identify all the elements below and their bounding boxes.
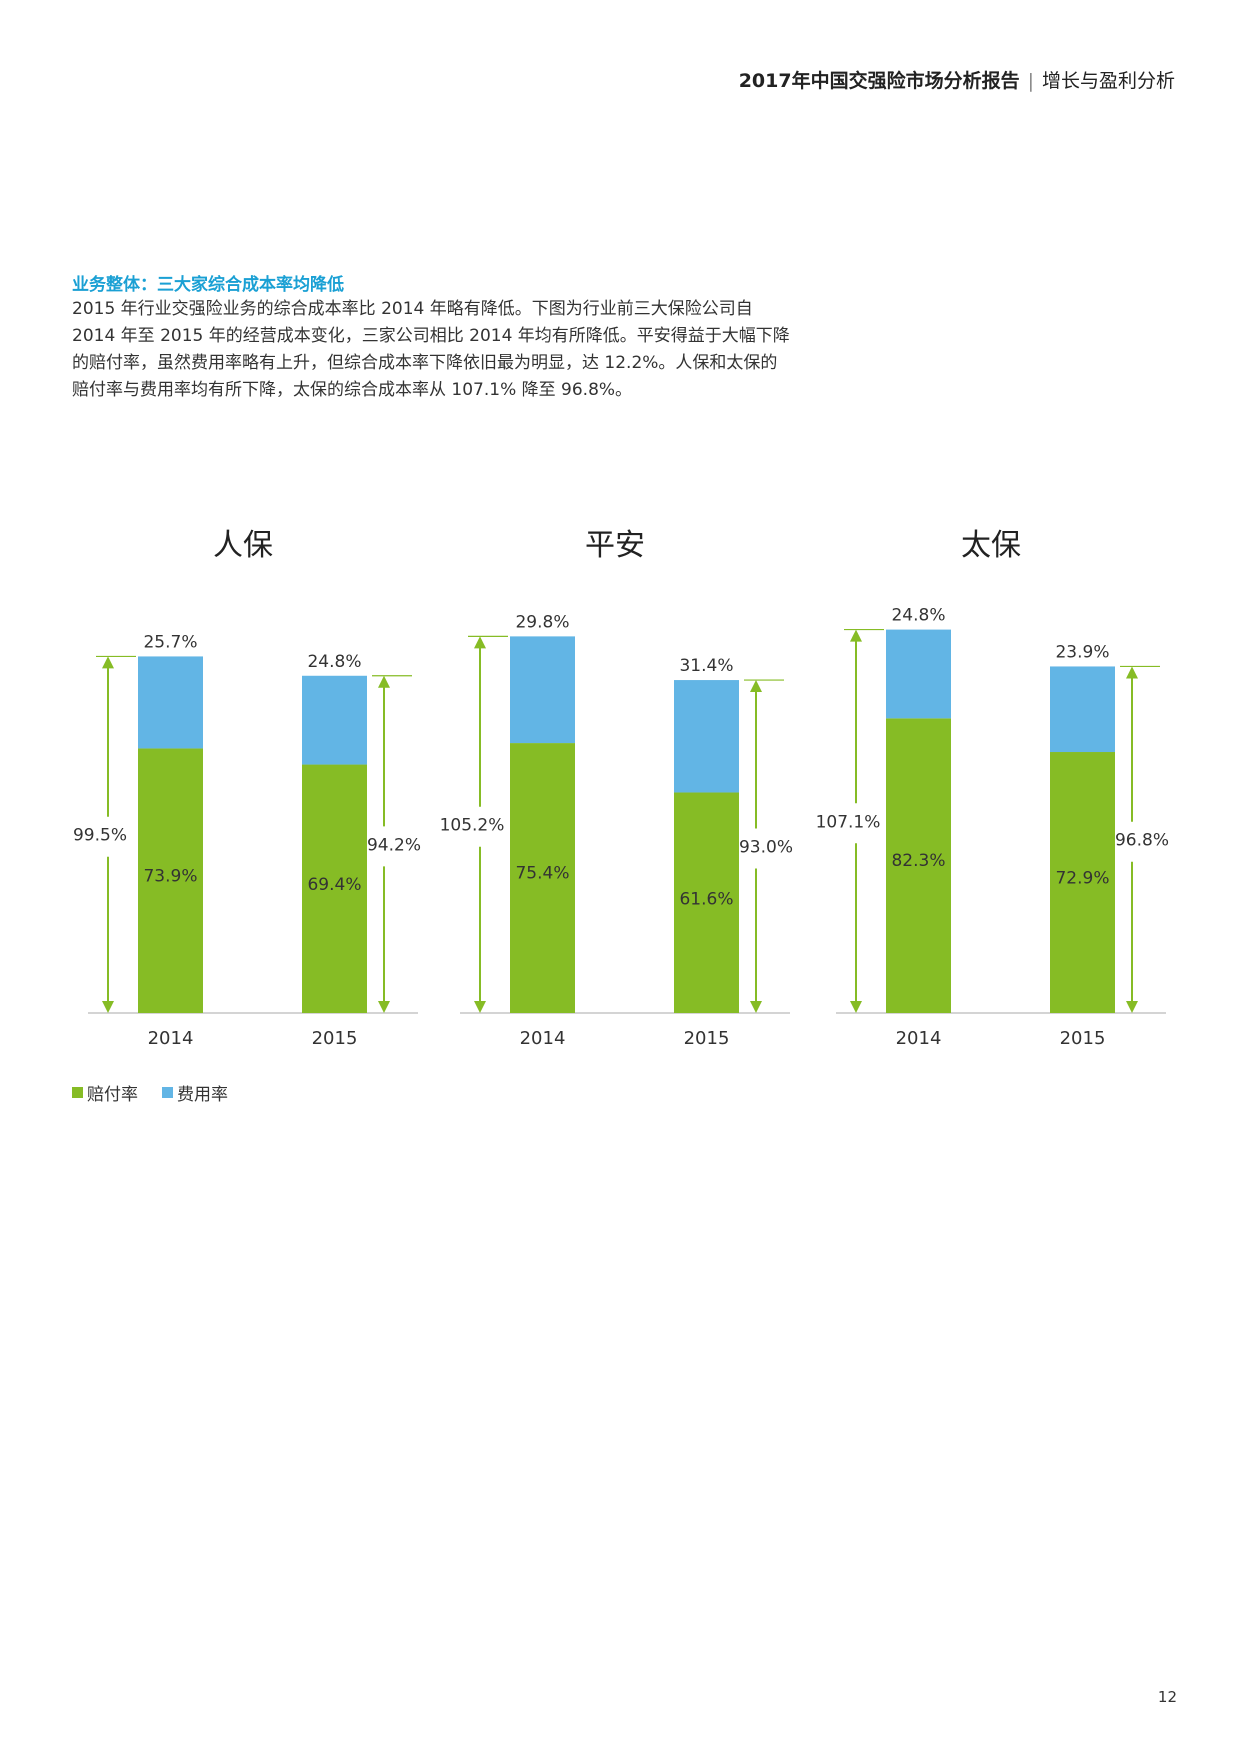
report-header: 2017年中国交强险市场分析报告 | 增长与盈利分析 <box>739 66 1175 93</box>
legend-item-loss: 赔付率 <box>72 1080 138 1105</box>
header-separator: | <box>1027 70 1034 92</box>
chart2-label-expense-2014: 29.8% <box>515 612 569 632</box>
chart2-bar-expense-2014 <box>510 636 575 744</box>
chart2-xtick-2015: 2015 <box>684 1028 730 1049</box>
legend-swatch-expense <box>162 1087 173 1098</box>
chart2-xtick-2014: 2014 <box>520 1028 566 1049</box>
chart3-xtick-2014: 2014 <box>896 1028 942 1049</box>
chart1-xtick-2014: 2014 <box>148 1028 194 1049</box>
chart1-bar-loss-2015 <box>302 764 367 1013</box>
chart3-bar-loss-2015 <box>1050 752 1115 1013</box>
chart1-bar-loss-2014 <box>138 748 203 1013</box>
chart1-label-expense-2014: 25.7% <box>143 632 197 652</box>
chart1-bar-expense-2015 <box>302 675 367 765</box>
chart1-label-loss-2015: 69.4% <box>307 875 361 895</box>
stacked-bar-charts: 人保 73.9% 25.7% 2014 99.5% 69.4% 24.8% 2015 94.2%… <box>73 528 1169 1049</box>
report-subtitle: 增长与盈利分析 <box>1041 70 1175 92</box>
chart3-total-arrow-2015-head-down <box>1126 1001 1138 1013</box>
chart-legend: 赔付率 费用率 <box>72 1080 228 1105</box>
chart1-label-expense-2015: 24.8% <box>307 652 361 672</box>
chart1-total-arrow-2014-head-down <box>102 1001 114 1013</box>
chart3-xtick-2015: 2015 <box>1060 1028 1106 1049</box>
chart2-total-arrow-2015-head-up <box>750 680 762 693</box>
chart1-label-loss-2014: 73.9% <box>143 866 197 886</box>
legend-label-expense: 费用率 <box>177 1085 228 1105</box>
chart1-title: 人保 <box>213 528 273 563</box>
chart3-bar-loss-2014 <box>886 718 951 1013</box>
chart2-bar-expense-2015 <box>674 680 739 793</box>
chart3-bar-expense-2015 <box>1050 666 1115 753</box>
chart2-label-loss-2014: 75.4% <box>515 864 569 884</box>
chart1-total-arrow-2014-head-up <box>102 656 114 669</box>
chart1-bar-expense-2014 <box>138 656 203 749</box>
legend-swatch-loss <box>72 1087 83 1098</box>
chart2-bar-loss-2014 <box>510 743 575 1013</box>
legend-label-loss: 赔付率 <box>87 1085 138 1105</box>
chart1-total-arrow-2015-head-up <box>378 675 390 688</box>
chart3-title: 太保 <box>961 528 1021 563</box>
chart2-title: 平安 <box>585 528 645 563</box>
chart3-bar-expense-2014 <box>886 629 951 719</box>
chart2-total-arrow-2015-head-down <box>750 1001 762 1013</box>
chart1-xtick-2015: 2015 <box>312 1028 358 1049</box>
chart2-label-loss-2015: 61.6% <box>679 889 733 909</box>
chart3-label-expense-2014: 24.8% <box>891 606 945 626</box>
legend-item-expense: 费用率 <box>162 1080 228 1105</box>
body-paragraph: 2015 年行业交强险业务的综合成本率比 2014 年略有降低。下图为行业前三大… <box>72 296 792 404</box>
report-title: 2017年中国交强险市场分析报告 <box>738 70 1020 92</box>
chart3-label-total-2014: 107.1% <box>816 812 881 832</box>
chart1-total-arrow-2015-head-down <box>378 1001 390 1013</box>
chart3-label-loss-2014: 82.3% <box>891 851 945 871</box>
chart2-label-total-2015: 93.0% <box>739 838 793 858</box>
paragraph-text: 2015 年行业交强险业务的综合成本率比 2014 年略有降低。下图为行业前三大… <box>72 299 790 400</box>
chart3-total-arrow-2015-head-up <box>1126 666 1138 679</box>
chart2-label-expense-2015: 31.4% <box>679 656 733 676</box>
page-number: 12 <box>1157 1688 1177 1706</box>
chart2-bar-loss-2015 <box>674 792 739 1013</box>
chart1-label-total-2014: 99.5% <box>73 826 127 846</box>
section-heading: 业务整体：三大家综合成本率均降低 <box>72 275 344 295</box>
chart1-label-total-2015: 94.2% <box>367 835 421 855</box>
chart3-total-arrow-2014-head-up <box>850 629 862 642</box>
chart3-label-loss-2015: 72.9% <box>1055 868 1109 888</box>
chart2-total-arrow-2014-head-up <box>474 636 486 649</box>
chart3-label-total-2015: 96.8% <box>1115 831 1169 851</box>
chart2-total-arrow-2014-head-down <box>474 1001 486 1013</box>
chart3-total-arrow-2014-head-down <box>850 1001 862 1013</box>
chart2-label-total-2014: 105.2% <box>440 816 505 836</box>
chart3-label-expense-2015: 23.9% <box>1055 642 1109 662</box>
